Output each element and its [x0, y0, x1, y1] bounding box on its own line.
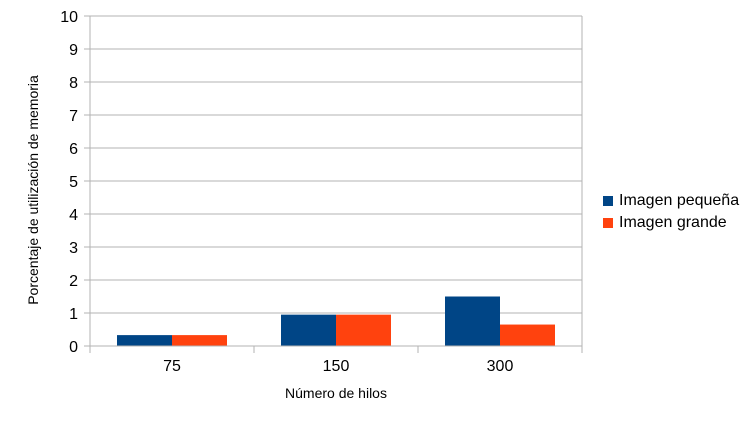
- legend: Imagen pequeña Imagen grande: [603, 190, 739, 234]
- legend-item-large: Imagen grande: [603, 212, 739, 234]
- y-tick-labels: 0 1 2 3 4 5 6 7 8 9 10: [60, 9, 78, 356]
- y-tick-label-7: 7: [69, 108, 78, 125]
- bar-small-300: [445, 296, 500, 346]
- y-tick-label-6: 6: [69, 141, 78, 158]
- y-tick-label-2: 2: [69, 273, 78, 290]
- legend-swatch-small: [603, 196, 613, 206]
- legend-label-large: Imagen grande: [619, 214, 727, 231]
- x-tick-labels: 75 150 300: [163, 358, 513, 375]
- y-tick-label-8: 8: [69, 75, 78, 92]
- y-tick-label-9: 9: [69, 42, 78, 59]
- y-tick-label-3: 3: [69, 240, 78, 257]
- x-tick-label-300: 300: [487, 358, 514, 375]
- bar-large-150: [336, 314, 391, 346]
- bar-large-75: [172, 335, 227, 346]
- bar-small-150: [281, 314, 336, 346]
- legend-label-small: Imagen pequeña: [619, 192, 740, 209]
- y-tick-label-10: 10: [60, 9, 78, 26]
- axes: [84, 15, 583, 353]
- bar-small-75: [117, 335, 172, 346]
- x-axis-title: Número de hilos: [285, 385, 387, 401]
- bar-large-300: [500, 324, 555, 346]
- y-tick-label-4: 4: [69, 207, 78, 224]
- x-tick-label-75: 75: [163, 358, 181, 375]
- legend-item-small: Imagen pequeña: [603, 190, 739, 212]
- y-tick-label-1: 1: [69, 306, 78, 323]
- bars: [117, 296, 555, 346]
- legend-swatch-large: [603, 218, 613, 228]
- y-tick-label-5: 5: [69, 174, 78, 191]
- y-axis-title: Porcentaje de utilización de memoria: [25, 75, 41, 305]
- gridlines: [90, 15, 582, 347]
- x-tick-label-150: 150: [323, 358, 350, 375]
- y-tick-label-0: 0: [69, 339, 78, 356]
